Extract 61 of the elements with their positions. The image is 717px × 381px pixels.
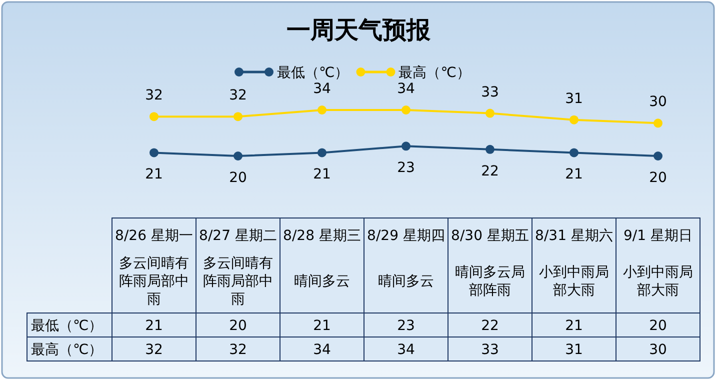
point [318,148,326,158]
cell: 22 [448,312,532,338]
data-label: 20 [229,170,247,186]
point [654,152,662,160]
data-label: 31 [565,90,583,107]
cell: 30 [616,336,700,362]
data-label: 30 [649,342,667,358]
data-label: 20 [649,170,667,186]
legend-label: 最低（℃） [277,65,349,81]
data-label: 34 [313,342,331,358]
point [570,115,578,124]
data-label: 21 [565,318,583,334]
data-label: 20 [649,318,667,334]
cell: 23 [364,312,448,338]
cell: 31 [532,336,616,362]
data-label: 32 [229,342,247,358]
data-label: 20 [229,318,247,334]
data-label: 31 [565,342,583,358]
point [570,148,578,158]
cell: 20 [196,312,280,338]
point [486,108,494,118]
data-label: 32 [229,88,247,104]
data-label: 21 [313,318,331,334]
data-label: 23 [397,318,415,334]
cell: 32 [112,336,196,362]
data-label: 30 [649,94,667,110]
cell: 32 [196,336,280,362]
data-label: 21 [145,318,163,334]
x-tick-label: 8/26 星期一多云间晴有阵雨局部中雨 [115,228,193,308]
point [150,112,158,122]
cell: 33 [448,336,532,362]
cell: 21 [532,312,616,338]
point [318,106,326,114]
data-label: 34 [397,342,415,358]
data-label: 34 [313,81,331,97]
cell: 21 [112,312,196,338]
cell: 21 [280,312,364,338]
data-label: 21 [145,166,163,183]
legend-label: 最高（℃） [398,65,470,81]
data-label: 33 [481,342,499,358]
chart-title: 一周天气预报 [286,16,432,44]
point [486,144,494,154]
data-label: 21 [313,166,331,183]
point [234,152,242,160]
data-label: 32 [145,342,163,358]
point [234,112,242,122]
point [654,118,662,128]
cell: 34 [280,336,364,362]
data-label: 33 [481,84,499,100]
cell: 34 [364,336,448,362]
data-label: 32 [145,88,163,104]
data-label: 23 [397,160,415,176]
point [402,106,410,114]
cell: 20 [616,312,700,338]
x-tick-label: 8/27 星期二多云间晴有阵雨局部中雨 [199,228,277,308]
point [402,142,410,151]
point [150,148,158,158]
data-label: 22 [481,163,499,180]
data-label: 21 [565,166,583,183]
data-label: 22 [481,318,499,334]
data-label: 34 [397,81,415,97]
